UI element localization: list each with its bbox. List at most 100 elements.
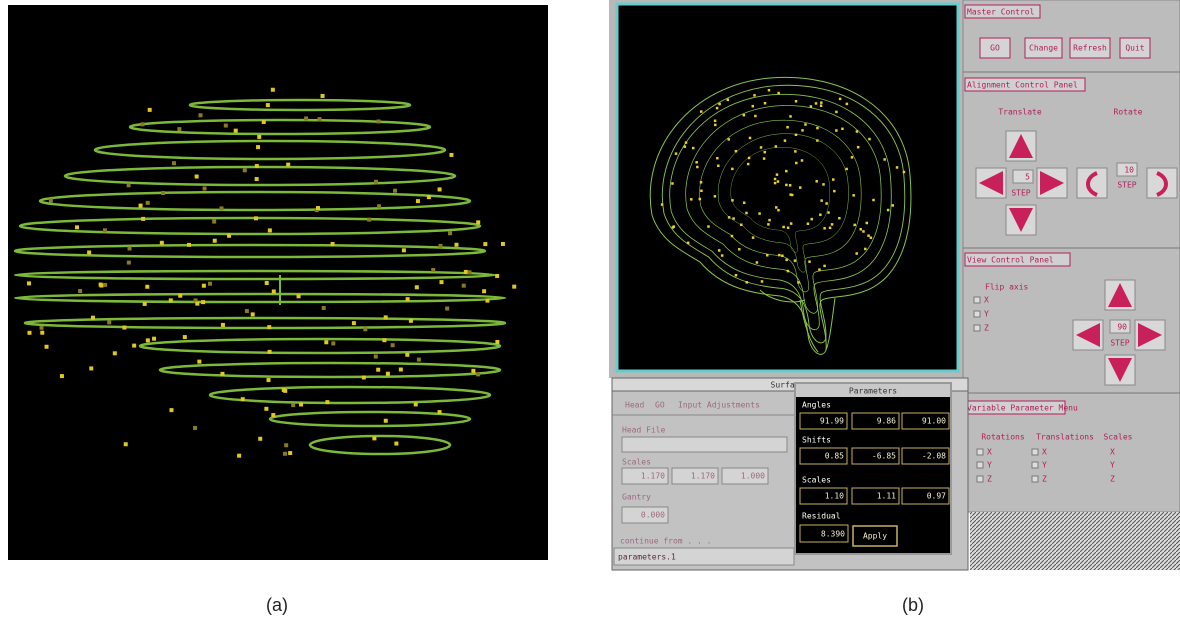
label: Translate (998, 108, 1042, 117)
electrode (754, 114, 757, 118)
arrow (1108, 283, 1132, 307)
electrode (476, 220, 481, 225)
electrode (763, 101, 767, 105)
text-input[interactable] (621, 467, 669, 485)
column-header: Translations (1036, 433, 1094, 442)
electrode (145, 338, 150, 343)
button[interactable] (1119, 37, 1151, 59)
electrode (727, 216, 731, 219)
field-value: 1.000 (741, 472, 765, 481)
electrode (838, 216, 841, 220)
menu-item[interactable]: Input Adjustments (678, 401, 760, 410)
field-value: 1.170 (641, 472, 665, 481)
checkbox[interactable] (1031, 448, 1039, 456)
electrode (102, 228, 107, 233)
rotate-button[interactable] (1076, 167, 1108, 199)
electrode (177, 127, 182, 132)
button[interactable] (1024, 37, 1063, 59)
slice-contour (18, 216, 482, 236)
value-box (851, 487, 900, 505)
button[interactable] (1069, 37, 1111, 59)
text-input[interactable] (621, 506, 669, 524)
electrode (244, 309, 249, 314)
surface-contents: Surfac Head GO Input Adjustments Head File Sc… (612, 381, 800, 566)
electrode (823, 264, 826, 268)
electrode (828, 226, 832, 230)
electrode (902, 170, 906, 174)
electrode (867, 234, 870, 237)
electrode (439, 280, 444, 285)
checkbox[interactable] (976, 448, 984, 456)
electrode (872, 198, 875, 202)
electrode (500, 241, 505, 246)
electrode (141, 216, 146, 221)
text-input[interactable] (621, 436, 788, 453)
electrode (202, 186, 207, 191)
electrode (777, 91, 780, 95)
slice-contour (13, 292, 507, 304)
electrode (152, 336, 157, 341)
checkbox-label: X (987, 448, 992, 457)
value: 9.86 (877, 417, 896, 426)
electrode (186, 242, 191, 247)
checkbox[interactable] (973, 310, 981, 318)
checkbox[interactable] (1031, 475, 1039, 483)
electrode (683, 145, 687, 148)
menu-item[interactable]: GO (655, 401, 665, 410)
electrode (438, 243, 443, 248)
electrode (820, 199, 823, 202)
electrode (717, 249, 721, 252)
field-label: Gantry (622, 493, 651, 502)
electrode (471, 368, 476, 373)
panel-a-view (8, 5, 548, 560)
electrode (819, 213, 822, 217)
button-label[interactable]: Apply (863, 532, 887, 541)
electrode (283, 388, 288, 393)
scale-label: Y (1110, 461, 1115, 470)
electrode (485, 298, 490, 303)
slice-contour (13, 243, 487, 259)
checkbox[interactable] (973, 324, 981, 332)
text-input[interactable] (721, 467, 769, 485)
menu-item[interactable]: Head (625, 401, 644, 410)
label: STEP (1117, 181, 1136, 190)
checkbox[interactable] (976, 475, 984, 483)
electrode (449, 152, 454, 157)
checkbox[interactable] (973, 296, 981, 304)
brain-contour (662, 84, 906, 344)
electrode (767, 88, 771, 92)
electrode (838, 97, 842, 101)
electrode (26, 281, 31, 286)
label: Flip axis (985, 283, 1029, 292)
electrode (745, 281, 749, 284)
controls: Master Control GO Change Refresh Quit Alignme… (963, 4, 1180, 484)
value: 91.00 (922, 417, 946, 426)
electrode (233, 128, 238, 133)
electrode (707, 225, 710, 228)
electrode (745, 211, 748, 215)
electrode (823, 227, 826, 230)
button-label: Refresh (1073, 44, 1107, 53)
brain-contour (685, 105, 882, 314)
electrode (773, 181, 777, 185)
electrode (27, 330, 32, 335)
value: -2.08 (922, 452, 946, 461)
electrode (142, 301, 147, 306)
electrode (716, 156, 719, 160)
electrode (742, 113, 746, 117)
electrode (495, 339, 500, 344)
electrode (512, 284, 517, 289)
electrode (390, 343, 395, 348)
checkbox[interactable] (976, 461, 984, 469)
electrode (132, 343, 137, 348)
button[interactable] (979, 37, 1011, 59)
checkbox[interactable] (1031, 461, 1039, 469)
electrode (689, 198, 693, 201)
button[interactable] (852, 525, 898, 547)
text-input[interactable] (671, 467, 719, 485)
electrode (768, 218, 771, 222)
electrode (793, 259, 797, 262)
electrode (865, 221, 869, 225)
panel-label: (b) (902, 595, 924, 615)
electrode (330, 242, 335, 247)
